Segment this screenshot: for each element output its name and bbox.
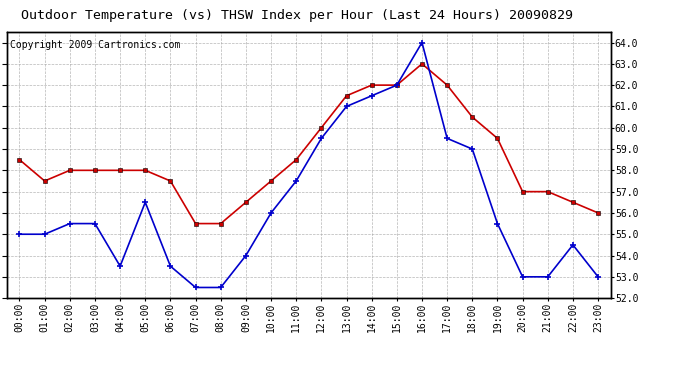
Text: Copyright 2009 Cartronics.com: Copyright 2009 Cartronics.com	[10, 40, 180, 50]
Text: Outdoor Temperature (vs) THSW Index per Hour (Last 24 Hours) 20090829: Outdoor Temperature (vs) THSW Index per …	[21, 9, 573, 22]
